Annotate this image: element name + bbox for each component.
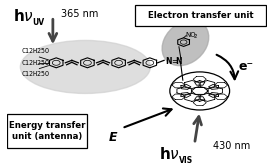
Text: VIS: VIS	[179, 155, 193, 164]
Ellipse shape	[162, 20, 209, 66]
Text: =: =	[171, 57, 177, 66]
Ellipse shape	[20, 40, 150, 94]
Text: 2: 2	[193, 34, 197, 39]
Text: N: N	[165, 57, 171, 66]
Text: NO: NO	[185, 32, 196, 38]
Text: e⁻: e⁻	[239, 60, 254, 73]
FancyBboxPatch shape	[135, 5, 266, 26]
Text: Energy transfer
unit (antenna): Energy transfer unit (antenna)	[9, 121, 85, 141]
Text: C12H25O: C12H25O	[22, 48, 50, 54]
Text: C12H25O: C12H25O	[22, 71, 50, 77]
Text: 365 nm: 365 nm	[61, 9, 98, 19]
Text: 430 nm: 430 nm	[213, 141, 250, 151]
Text: E: E	[109, 131, 118, 144]
FancyBboxPatch shape	[8, 114, 87, 148]
Text: N: N	[176, 57, 182, 66]
Text: UV: UV	[32, 18, 44, 27]
Circle shape	[170, 72, 230, 110]
Text: C12H25O: C12H25O	[22, 60, 50, 66]
Text: Electron transfer unit: Electron transfer unit	[148, 11, 253, 20]
Text: h$\nu$: h$\nu$	[159, 146, 180, 162]
Text: h$\nu$: h$\nu$	[13, 8, 34, 24]
